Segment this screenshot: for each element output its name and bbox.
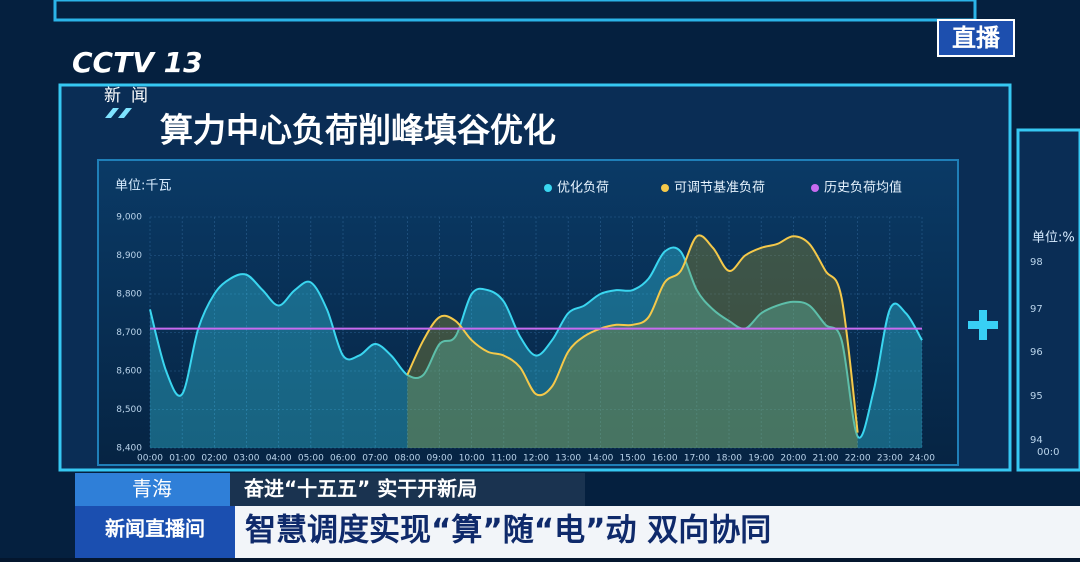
plot: 8,400 8,500 8,600 8,700 8,800 8,900 9,000 00:00…	[116, 180, 935, 464]
y-axis-label: 单位:千瓦	[115, 179, 171, 194]
side-tick: 00:0	[1037, 447, 1059, 458]
region: 青海	[132, 477, 172, 501]
region-bg	[75, 473, 230, 506]
ticker: 智慧调度实现“算”随“电”动 双向协同	[245, 513, 771, 549]
program-bg	[75, 506, 235, 558]
line	[149, 246, 923, 439]
x-tick-label: 08:00	[394, 454, 420, 464]
area	[407, 235, 858, 448]
y-tick-label: 8,900	[116, 251, 142, 261]
x-tick-label: 03:00	[234, 454, 260, 464]
headline: 奋进“十五五” 实干开新局	[243, 477, 477, 501]
x-tick-label: 10:00	[459, 454, 485, 464]
headline-bg	[230, 473, 585, 506]
side-tick: 98	[1030, 257, 1043, 268]
x-tick-label: 11:00	[491, 454, 517, 464]
x-tick-label: 24:00	[909, 454, 935, 464]
area	[150, 247, 922, 448]
x-tick-label: 13:00	[555, 454, 581, 464]
legend-label: 可调节基准负荷	[674, 181, 765, 196]
x-tick-label: 04:00	[266, 454, 292, 464]
y-tick-label: 9,000	[116, 213, 142, 223]
legend-label: 历史负荷均值	[824, 180, 902, 196]
y-tick-label: 8,400	[116, 444, 142, 454]
x-tick-label: 20:00	[780, 454, 806, 464]
y-tick-label: 8,800	[116, 290, 142, 300]
title-deco	[105, 108, 132, 118]
x-tick-label: 05:00	[298, 454, 324, 464]
channel-sub: 新闻	[104, 86, 158, 106]
live-badge-bg	[937, 19, 1015, 57]
x-tick-label: 15:00	[620, 454, 646, 464]
side-tick: 95	[1030, 391, 1043, 402]
x-tick-label: 22:00	[845, 454, 871, 464]
live-badge: 直播	[952, 24, 1001, 52]
x-tick-label: 19:00	[748, 454, 774, 464]
plus-icon	[968, 310, 998, 340]
x-tick-label: 18:00	[716, 454, 742, 464]
y-tick-label: 8,700	[116, 328, 142, 338]
x-tick-label: 02:00	[201, 454, 227, 464]
line	[406, 234, 859, 433]
legend-marker	[544, 184, 552, 192]
ticker-bg	[235, 506, 1080, 558]
frame-top	[53, 0, 977, 22]
x-tick-label: 07:00	[362, 454, 388, 464]
chart-title: 算力中心负荷削峰填谷优化	[160, 111, 556, 150]
x-tick-label: 21:00	[813, 454, 839, 464]
x-tick-label: 12:00	[523, 454, 549, 464]
x-tick-label: 00:00	[137, 454, 163, 464]
side-tick: 94	[1030, 435, 1043, 446]
x-tick-label: 23:00	[877, 454, 903, 464]
channel-logo: CCTV 13	[72, 46, 203, 79]
side-unit: 单位:%	[1032, 231, 1075, 246]
side-tick: 96	[1030, 347, 1043, 358]
x-tick-label: 17:00	[684, 454, 710, 464]
y-tick-label: 8,600	[116, 367, 142, 377]
x-tick-label: 16:00	[652, 454, 678, 464]
side-panel	[1016, 128, 1080, 472]
legend-marker	[661, 184, 669, 192]
x-tick-label: 06:00	[330, 454, 356, 464]
legend-marker	[811, 184, 819, 192]
x-tick-label: 09:00	[427, 454, 453, 464]
program: 新闻直播间	[105, 517, 205, 541]
side-tick: 97	[1030, 304, 1043, 315]
legend-label: 优化负荷	[557, 181, 609, 196]
x-tick-label: 01:00	[169, 454, 195, 464]
y-tick-label: 8,500	[116, 405, 142, 415]
x-tick-label: 14:00	[587, 454, 613, 464]
